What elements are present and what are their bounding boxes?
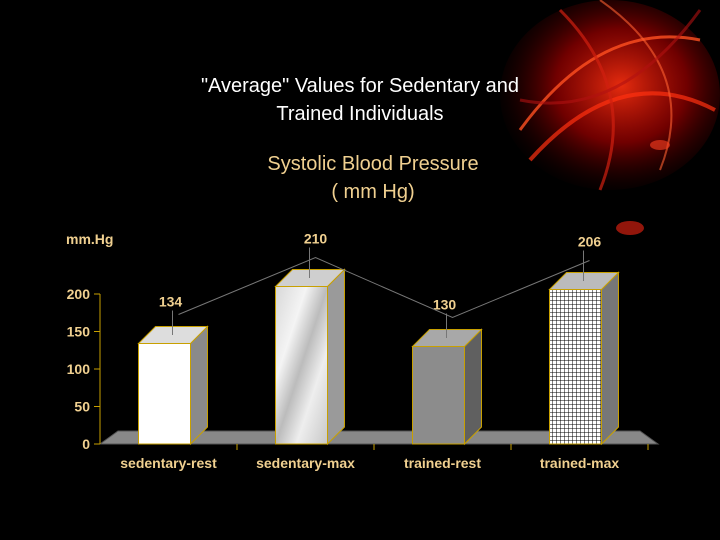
chart-floor: [98, 430, 660, 445]
bar-trained-max: 206: [548, 234, 620, 446]
y-tick-label: 200: [67, 286, 91, 302]
bar-front: [138, 343, 191, 445]
data-label: 206: [578, 234, 602, 250]
slide-title: "Average" Values for Sedentary and Train…: [200, 75, 520, 125]
bar-front: [275, 286, 328, 445]
bar-sedentary-max: 210: [274, 231, 346, 446]
x-tick-label: sedentary-max: [256, 455, 355, 471]
data-label: 210: [304, 231, 328, 247]
y-tick-label: 50: [74, 399, 90, 415]
y-tick-label: 150: [67, 324, 91, 340]
y-tick-label: 0: [82, 436, 90, 452]
x-axis: sedentary-rest sedentary-max trained-rest t…: [120, 444, 649, 471]
bar-front: [412, 346, 465, 445]
data-label: 130: [433, 297, 457, 313]
bar-side: [190, 325, 208, 446]
data-label: 134: [159, 294, 183, 310]
bar-side: [464, 328, 482, 446]
bar-side: [327, 268, 345, 446]
bar-front: [549, 289, 602, 445]
y-axis-title: mm.Hg: [66, 231, 113, 247]
bars: 134 210 130 206: [137, 231, 620, 446]
x-tick-label: trained-max: [540, 455, 620, 471]
x-tick-label: sedentary-rest: [120, 455, 217, 471]
y-axis: 0 50 100 150 200: [67, 286, 100, 452]
bar-trained-rest: 130: [411, 297, 483, 446]
bar-side: [601, 271, 619, 446]
trend-line: [178, 256, 590, 319]
bar-sedentary-rest: 134: [137, 294, 209, 446]
x-tick-label: trained-rest: [404, 455, 481, 471]
chart-subtitle: Systolic Blood Pressure ( mm Hg): [267, 153, 479, 203]
y-tick-label: 100: [67, 361, 91, 377]
